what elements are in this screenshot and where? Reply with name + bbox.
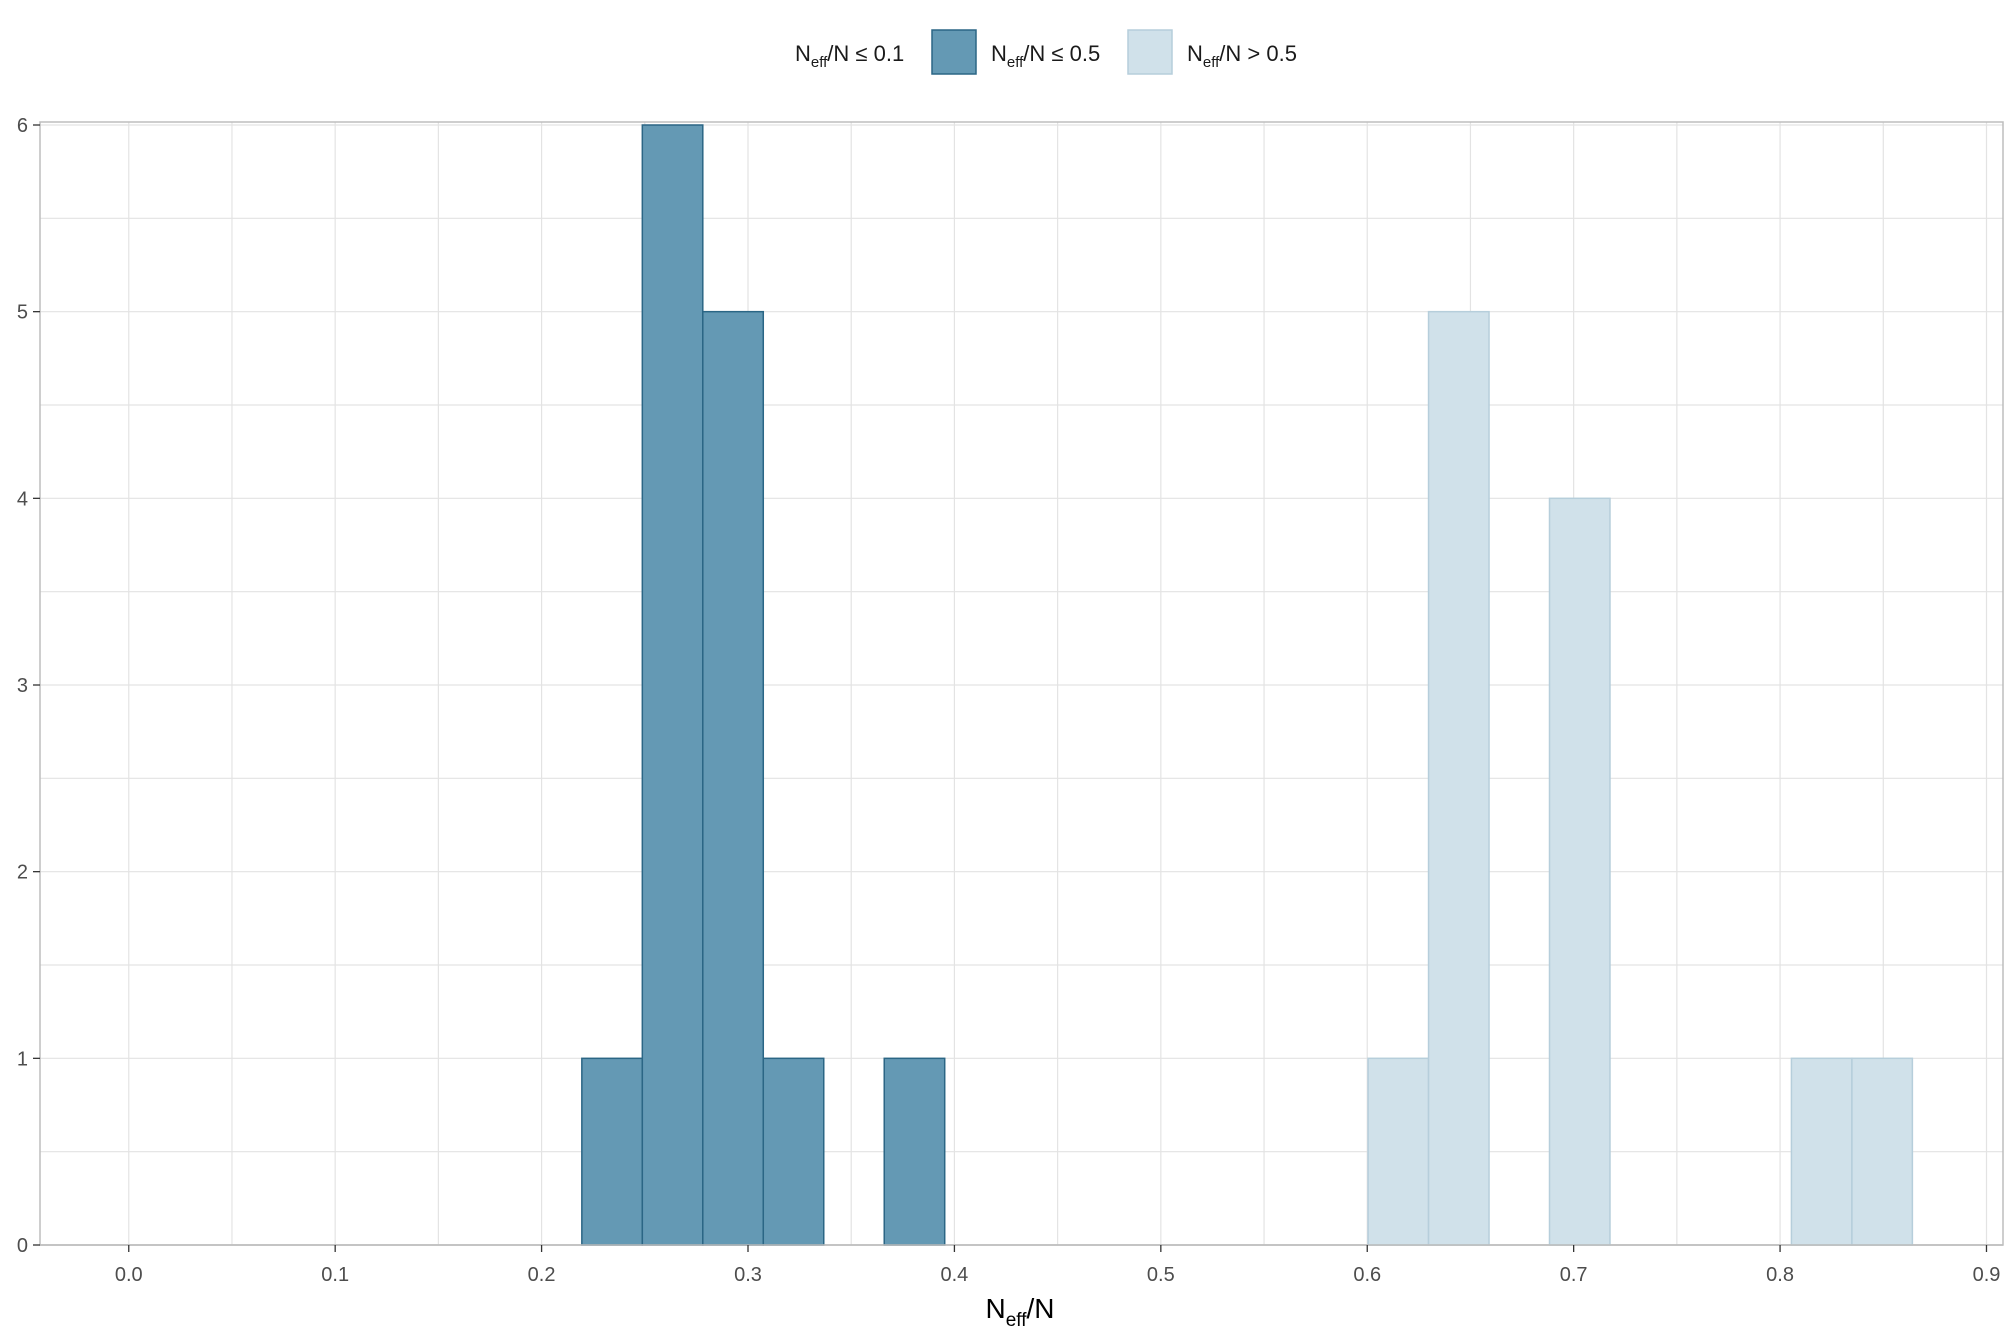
x-tick-label: 0.2 xyxy=(528,1264,556,1286)
y-tick-label: 3 xyxy=(17,675,28,697)
histogram-bar-le05 xyxy=(702,310,765,1246)
x-axis-title-rest: /N xyxy=(1027,1293,1055,1324)
legend-item-gt05: Neff/N > 0.5 xyxy=(1127,29,1297,75)
x-tick-label: 0.8 xyxy=(1766,1264,1794,1286)
histogram-bar-gt05 xyxy=(1367,1057,1430,1246)
histogram-bar-gt05 xyxy=(1548,497,1611,1246)
plot-panel-border xyxy=(39,121,2004,1246)
y-tick-label: 1 xyxy=(17,1048,28,1070)
x-tick-label: 0.6 xyxy=(1353,1264,1381,1286)
y-tick-label: 0 xyxy=(17,1235,28,1257)
y-tick-label: 4 xyxy=(17,488,28,510)
legend-item-le05: Neff/N ≤ 0.5 xyxy=(931,29,1100,75)
legend-label: Neff/N ≤ 0.5 xyxy=(991,41,1100,71)
histogram-bar-le05 xyxy=(641,124,704,1246)
histogram-bars xyxy=(581,124,1914,1246)
legend-label: Neff/N > 0.5 xyxy=(1187,41,1297,71)
x-tick-label: 0.3 xyxy=(734,1264,762,1286)
x-axis-title-main: N xyxy=(985,1293,1005,1324)
histogram-bar-le05 xyxy=(581,1057,644,1246)
histogram-bar-gt05 xyxy=(1427,310,1490,1246)
legend-item-le01: Neff/N ≤ 0.1 xyxy=(795,41,904,71)
y-tick-label: 6 xyxy=(17,115,28,137)
x-tick-label: 0.1 xyxy=(321,1264,349,1286)
y-tick-label: 2 xyxy=(17,862,28,884)
x-axis-title: Neff/N xyxy=(985,1293,1054,1331)
x-tick-label: 0.5 xyxy=(1147,1264,1175,1286)
x-tick-label: 0.0 xyxy=(115,1264,143,1286)
x-tick-label: 0.4 xyxy=(941,1264,969,1286)
x-tick-label: 0.7 xyxy=(1560,1264,1588,1286)
legend-swatch xyxy=(931,29,977,75)
histogram-bar-gt05 xyxy=(1851,1057,1914,1246)
histogram-bar-le05 xyxy=(883,1057,946,1246)
y-tick-label: 5 xyxy=(17,302,28,324)
x-tick-label: 0.9 xyxy=(1973,1264,2001,1286)
histogram-bar-gt05 xyxy=(1790,1057,1853,1246)
x-axis-title-sub: eff xyxy=(1006,1310,1028,1331)
histogram-bar-le05 xyxy=(762,1057,825,1246)
grid-lines xyxy=(40,122,2003,1246)
legend: Neff/N ≤ 0.1 Neff/N ≤ 0.5 Neff/N > 0.5 xyxy=(795,29,1297,75)
legend-label: Neff/N ≤ 0.1 xyxy=(795,41,904,71)
legend-swatch xyxy=(1127,29,1173,75)
axes: 0.0 0.1 0.2 0.3 0.4 0.5 0.6 0.7 0.8 0.9 0 1 2 3 4 5 6 xyxy=(17,115,2003,1286)
